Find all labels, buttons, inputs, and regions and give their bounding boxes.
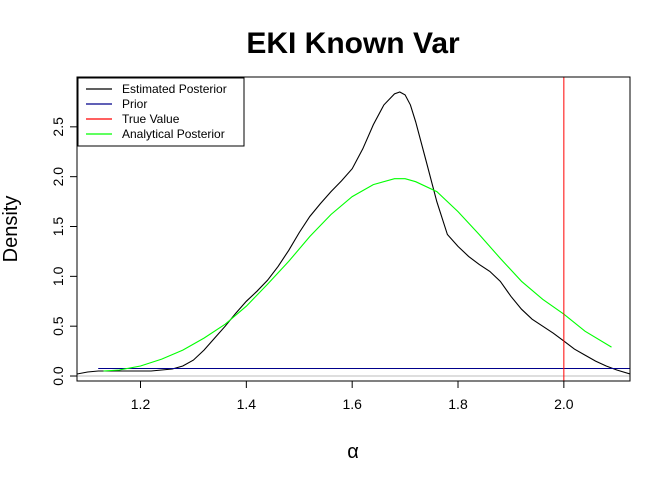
legend-label: True Value: [122, 112, 180, 126]
axes: 1.2 1.4 1.6 1.8 2.0 0.0 0.5 1.0 1.5 2.0 2.5: [50, 76, 631, 412]
y-tick-label: 2.0: [50, 167, 66, 187]
x-tick-label: 1.6: [342, 396, 362, 412]
legend-box: [77, 77, 245, 147]
y-tick-label: 0.0: [50, 366, 66, 386]
y-tick-label: 0.5: [50, 316, 66, 336]
x-tick-label: 2.0: [554, 396, 574, 412]
x-tick-label: 1.8: [448, 396, 468, 412]
x-tick-label: 1.4: [237, 396, 257, 412]
chart-title: EKI Known Var: [246, 27, 460, 60]
legend-label: Analytical Posterior: [122, 127, 225, 141]
y-tick-label: 2.5: [50, 117, 66, 137]
x-axis-label: α: [347, 441, 359, 463]
y-axis-label: Density: [0, 196, 22, 263]
plot-lines: [77, 77, 630, 381]
y-tick-label: 1.0: [50, 266, 66, 286]
legend-label: Prior: [122, 97, 147, 111]
x-tick-label: 1.2: [131, 396, 151, 412]
series-line-estimated-posterior: [77, 91, 630, 375]
y-tick-label: 1.5: [50, 217, 66, 237]
plot-border: [76, 76, 631, 382]
plot-area: [77, 77, 630, 381]
legend-label: Estimated Posterior: [122, 82, 227, 96]
series-line-analytical-posterior: [103, 178, 612, 372]
